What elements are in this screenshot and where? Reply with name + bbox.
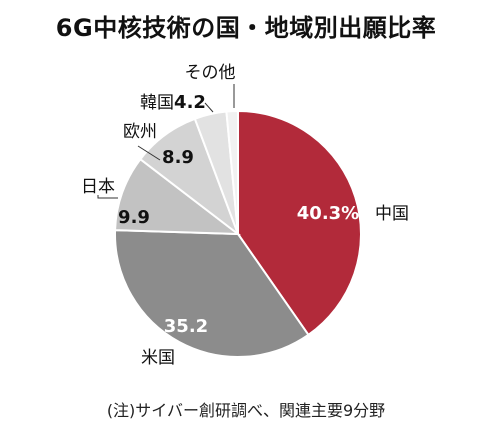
leader-line-4 <box>204 102 214 113</box>
slice-name-label-0: 中国 <box>375 204 409 224</box>
leader-line-2 <box>97 195 118 199</box>
pie-slice-5 <box>225 109 239 235</box>
chart-title: 6G中核技術の国・地域別出願比率 <box>55 14 437 42</box>
pie-slice-1 <box>114 229 310 358</box>
slice-value-label-3: 8.9 <box>162 147 194 168</box>
leader-lines <box>97 84 235 199</box>
slice-value-label-0: 40.3% <box>297 203 359 224</box>
slice-name-label-3: 欧州 <box>123 122 157 142</box>
slice-value-label-2: 9.9 <box>118 207 150 228</box>
source-note: (注)サイバー創研調べ、関連主要9分野 <box>106 401 386 420</box>
leader-line-3 <box>137 145 161 161</box>
pie-slice-0 <box>237 109 362 337</box>
slice-name-label-5: その他 <box>185 63 236 83</box>
pie-slices <box>114 109 362 358</box>
pie-labels: 中国 40.3% 米国 35.2 日本9.9 欧州8.9 韓国 4.2 その他 <box>81 63 409 368</box>
slice-name-label-1: 米国 <box>141 348 175 368</box>
slice-value-label-4: 4.2 <box>174 92 206 113</box>
slice-value-label-1: 35.2 <box>164 316 208 337</box>
slice-name-label-2: 日本 <box>81 177 115 197</box>
slice-name-label-4: 韓国 <box>140 93 174 113</box>
pie-slice-2 <box>114 157 242 236</box>
